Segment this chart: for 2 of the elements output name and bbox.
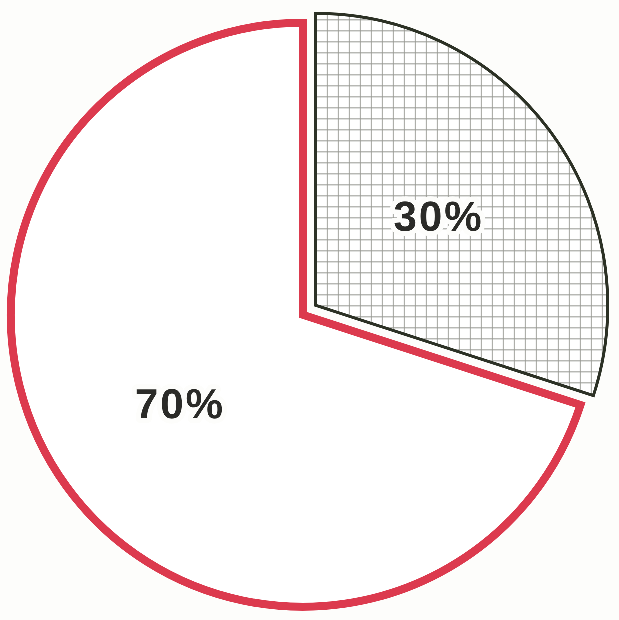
data-label: 70% [135, 380, 226, 428]
data-label: 30% [394, 192, 484, 240]
